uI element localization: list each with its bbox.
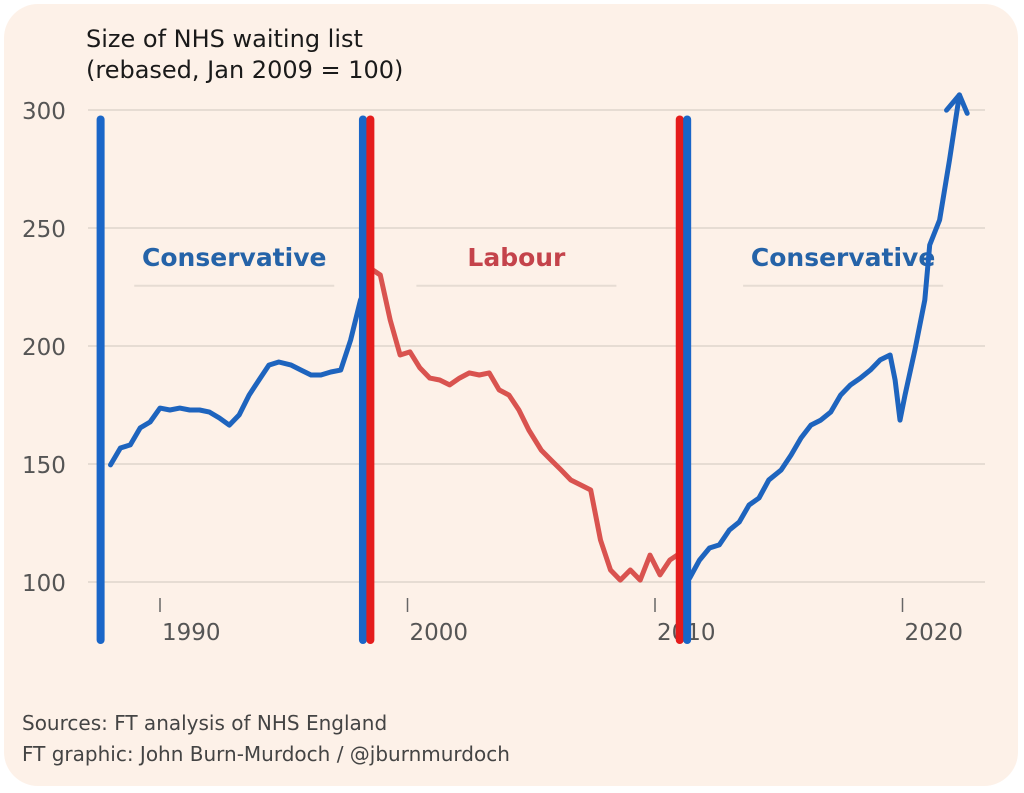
chart-footer: Sources: FT analysis of NHS England FT g… <box>22 708 510 770</box>
series-line-conservative <box>108 287 368 468</box>
y-tick-label: 300 <box>22 99 66 125</box>
party-label-conservative: Conservative <box>142 243 326 272</box>
x-tick-label: 2000 <box>410 620 469 646</box>
party-label-labour: Labour <box>467 243 566 272</box>
y-tick-label: 250 <box>22 217 66 243</box>
sources-note: Sources: FT analysis of NHS England <box>22 711 388 735</box>
y-tick-label: 100 <box>22 571 66 597</box>
chart-title: Size of NHS waiting list <box>86 25 363 53</box>
x-tick-label: 1990 <box>162 620 221 646</box>
chart-subtitle: (rebased, Jan 2009 = 100) <box>86 56 404 84</box>
y-tick-label: 200 <box>22 335 66 361</box>
trend-arrowhead <box>944 92 970 116</box>
series-line-conservative <box>687 92 962 581</box>
graphic-credit: FT graphic: John Burn-Murdoch / @jburnmu… <box>22 742 510 766</box>
x-tick-label: 2020 <box>905 620 964 646</box>
chart-title-block: Size of NHS waiting list (rebased, Jan 2… <box>86 24 403 86</box>
series-line-labour <box>370 267 680 583</box>
party-label-conservative: Conservative <box>751 243 935 272</box>
y-tick-label: 150 <box>22 453 66 479</box>
